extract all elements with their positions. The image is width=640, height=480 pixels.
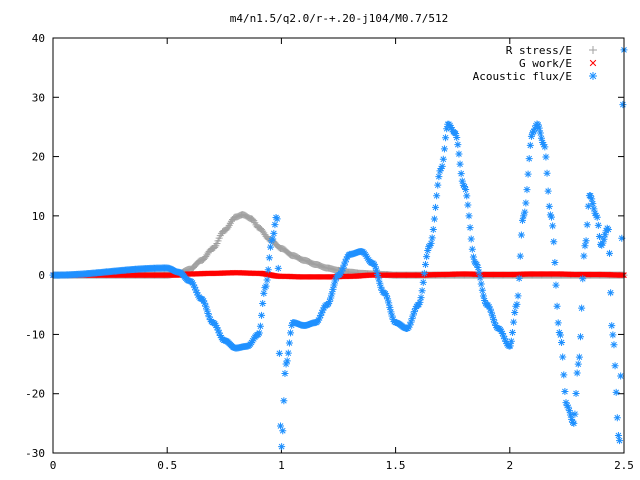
y-axis: -30 -20 -10 0 10 20 30 40 — [25, 32, 624, 460]
series-points — [49, 46, 628, 451]
y-tick-label: -20 — [25, 388, 45, 401]
y-tick-label: 10 — [32, 210, 45, 223]
y-tick-label: 30 — [32, 91, 45, 104]
y-tick-label: 0 — [38, 269, 45, 282]
y-tick-label: 40 — [32, 32, 45, 45]
x-tick-label: 0.5 — [157, 459, 177, 472]
y-tick-label: -30 — [25, 447, 45, 460]
x-tick-label: 2 — [506, 459, 513, 472]
y-tick-label: 20 — [32, 151, 45, 164]
chart-title: m4/n1.5/q2.0/r-+.20-j104/M0.7/512 — [230, 12, 449, 25]
x-tick-label: 1.5 — [386, 459, 406, 472]
y-tick-label: -10 — [25, 328, 45, 341]
plot-area — [49, 46, 628, 451]
legend-label: Acoustic flux/E — [473, 70, 572, 83]
x-tick-label: 0 — [50, 459, 57, 472]
legend-label: G work/E — [519, 57, 572, 70]
legend-marker — [589, 46, 597, 54]
legend-label: R stress/E — [506, 44, 572, 57]
legend-marker — [589, 72, 597, 80]
plot-frame — [52, 37, 625, 454]
legend-marker — [589, 59, 597, 67]
x-tick-label: 2.5 — [614, 459, 634, 472]
x-tick-label: 1 — [278, 459, 285, 472]
x-axis: 0 0.5 1 1.5 2 2.5 — [50, 38, 634, 472]
series-2 — [49, 46, 628, 451]
